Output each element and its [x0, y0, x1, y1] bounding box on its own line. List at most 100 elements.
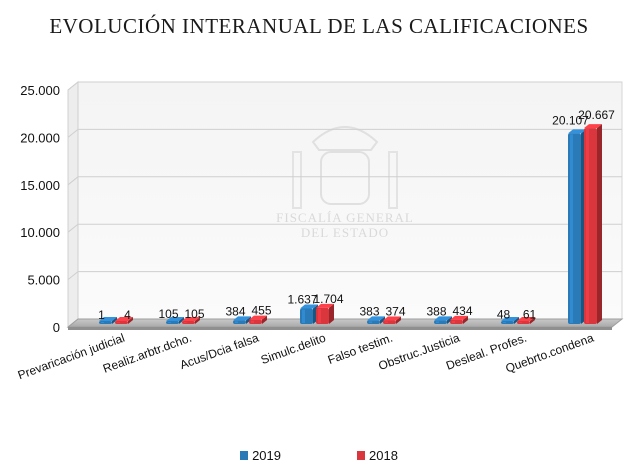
bar-front [517, 321, 530, 324]
bar-highlight [251, 320, 254, 323]
chart-title: EVOLUCIÓN INTERANUAL DE LAS CALIFICACION… [49, 14, 589, 38]
bar-front [166, 321, 179, 324]
data-label: 20.667 [578, 108, 615, 122]
bar-front [434, 320, 447, 324]
emblem-shield-icon [320, 151, 370, 205]
bar-front [115, 321, 128, 324]
bar [501, 317, 519, 324]
y-tick-label: 0 [53, 320, 60, 335]
bar-top [517, 317, 535, 321]
bar-top [249, 315, 267, 320]
bar [115, 317, 133, 324]
data-label: 388 [426, 304, 446, 318]
data-label: 48 [497, 308, 511, 322]
floor [66, 318, 624, 328]
bar-top [182, 317, 200, 321]
bar [182, 317, 200, 324]
bar [434, 316, 452, 324]
y-axis: 0 5.000 10.000 15.000 20.000 25.000 [20, 83, 60, 335]
bar-side [447, 316, 452, 324]
bar [517, 317, 535, 324]
bar-highlight [503, 322, 506, 323]
bar-highlight [117, 322, 120, 323]
bar-top [434, 316, 452, 321]
emblem-pillar-left-icon [292, 151, 302, 209]
bar-highlight [519, 322, 522, 323]
bar-highlight [302, 309, 305, 323]
bar-highlight [318, 308, 321, 323]
data-label: 1 [98, 308, 105, 322]
bar-front [584, 128, 597, 324]
bar [367, 316, 385, 324]
bar-top [367, 316, 385, 321]
y-tick-label: 5.000 [27, 273, 60, 288]
bar [99, 317, 117, 324]
data-label: 374 [385, 304, 405, 318]
gridline [67, 176, 622, 186]
y-tick-label: 10.000 [20, 225, 60, 240]
gridline [67, 81, 622, 91]
legend: 2019 2018 [0, 448, 638, 463]
bar-top [450, 315, 468, 320]
bar-highlight [385, 321, 388, 323]
data-label: 105 [184, 307, 204, 321]
bar-top [501, 317, 519, 321]
bar [383, 316, 401, 324]
bar-front [249, 319, 262, 324]
legend-label: 2018 [369, 448, 398, 463]
bar-front [99, 321, 112, 324]
bar-side [396, 316, 401, 324]
bar-highlight [184, 322, 187, 323]
bar-top [233, 316, 251, 321]
legend-swatch [357, 451, 365, 460]
data-label: 434 [452, 304, 472, 318]
bar [450, 315, 468, 324]
data-label: 384 [225, 304, 245, 318]
watermark-line: DEL ESTADO [301, 225, 389, 240]
bar-top [166, 317, 184, 321]
bar-side [530, 317, 535, 324]
bar [584, 124, 602, 324]
bar-highlight [168, 322, 171, 323]
bar-side [179, 317, 184, 324]
gridlines [67, 81, 622, 280]
bar-top [568, 129, 586, 134]
data-label: 383 [359, 304, 379, 318]
bar-side [597, 124, 602, 324]
floor-edge [68, 327, 612, 330]
bar [233, 316, 251, 324]
data-label: 20.107 [552, 113, 589, 127]
bar-highlight [586, 129, 589, 323]
bar-highlight [369, 321, 372, 323]
bar-front [383, 320, 396, 324]
bar-highlight [101, 322, 104, 323]
bar-highlight [235, 321, 238, 323]
data-label: 1.704 [313, 292, 343, 306]
bar-side [128, 317, 133, 324]
data-label: 455 [251, 304, 271, 318]
back-wall [77, 81, 623, 320]
category-label: Prevaricación judicial [16, 331, 127, 383]
x-axis: Prevaricación judicialRealiz.arbtr.dcho.… [16, 331, 596, 383]
legend-item: 2018 [357, 448, 398, 463]
gridline [67, 271, 622, 280]
bar-side [262, 315, 267, 324]
bar-front [501, 321, 514, 324]
legend-swatch [240, 451, 249, 460]
bar [249, 315, 267, 324]
y-tick-label: 25.000 [20, 83, 60, 98]
data-label: 105 [158, 307, 178, 321]
bar-highlight [570, 134, 573, 323]
watermark-line: FISCALÍA GENERAL [276, 210, 414, 225]
bar-top [383, 316, 401, 321]
bar-front [300, 308, 313, 324]
bar-side [112, 317, 117, 324]
emblem-pillar-right-icon [388, 151, 398, 209]
bar-side [514, 317, 519, 324]
bar-top [300, 304, 318, 309]
bar-front [316, 307, 329, 324]
bar-front [233, 320, 246, 324]
